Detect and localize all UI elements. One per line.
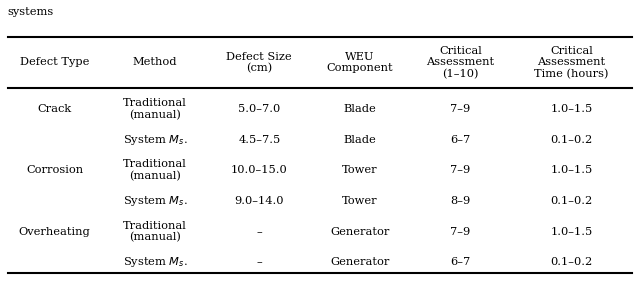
Text: Overheating: Overheating [19, 227, 90, 237]
Text: Generator: Generator [330, 227, 390, 237]
Text: Traditional
(manual): Traditional (manual) [124, 221, 187, 243]
Text: 5.0–7.0: 5.0–7.0 [238, 104, 280, 114]
Text: 1.0–1.5: 1.0–1.5 [550, 104, 593, 114]
Text: systems: systems [8, 7, 54, 17]
Text: Crack: Crack [38, 104, 72, 114]
Text: –: – [257, 257, 262, 267]
Text: 10.0–15.0: 10.0–15.0 [231, 165, 287, 175]
Text: Critical
Assessment
Time (hours): Critical Assessment Time (hours) [534, 46, 609, 79]
Text: Corrosion: Corrosion [26, 165, 83, 175]
Text: 7–9: 7–9 [451, 227, 470, 237]
Text: Traditional
(manual): Traditional (manual) [124, 98, 187, 120]
Text: Defect Size
(cm): Defect Size (cm) [227, 51, 292, 74]
Text: System $\mathit{M_s}$.: System $\mathit{M_s}$. [123, 133, 188, 147]
Text: Blade: Blade [344, 135, 376, 145]
Text: Generator: Generator [330, 257, 390, 267]
Text: 1.0–1.5: 1.0–1.5 [550, 165, 593, 175]
Text: –: – [257, 227, 262, 237]
Text: 8–9: 8–9 [451, 196, 470, 206]
Text: 6–7: 6–7 [451, 135, 470, 145]
Text: Tower: Tower [342, 165, 378, 175]
Text: Tower: Tower [342, 196, 378, 206]
Text: Defect Type: Defect Type [20, 58, 89, 67]
Text: Method: Method [133, 58, 177, 67]
Text: Traditional
(manual): Traditional (manual) [124, 159, 187, 181]
Text: System $\mathit{M_s}$.: System $\mathit{M_s}$. [123, 255, 188, 269]
Text: 4.5–7.5: 4.5–7.5 [238, 135, 280, 145]
Text: Blade: Blade [344, 104, 376, 114]
Text: 0.1–0.2: 0.1–0.2 [550, 196, 593, 206]
Text: 1.0–1.5: 1.0–1.5 [550, 227, 593, 237]
Text: 7–9: 7–9 [451, 165, 470, 175]
Text: 9.0–14.0: 9.0–14.0 [234, 196, 284, 206]
Text: 7–9: 7–9 [451, 104, 470, 114]
Text: 0.1–0.2: 0.1–0.2 [550, 135, 593, 145]
Text: Critical
Assessment
(1–10): Critical Assessment (1–10) [426, 46, 495, 79]
Text: 0.1–0.2: 0.1–0.2 [550, 257, 593, 267]
Text: System $\mathit{M_s}$.: System $\mathit{M_s}$. [123, 194, 188, 208]
Text: 6–7: 6–7 [451, 257, 470, 267]
Text: WEU
Component: WEU Component [326, 52, 393, 73]
